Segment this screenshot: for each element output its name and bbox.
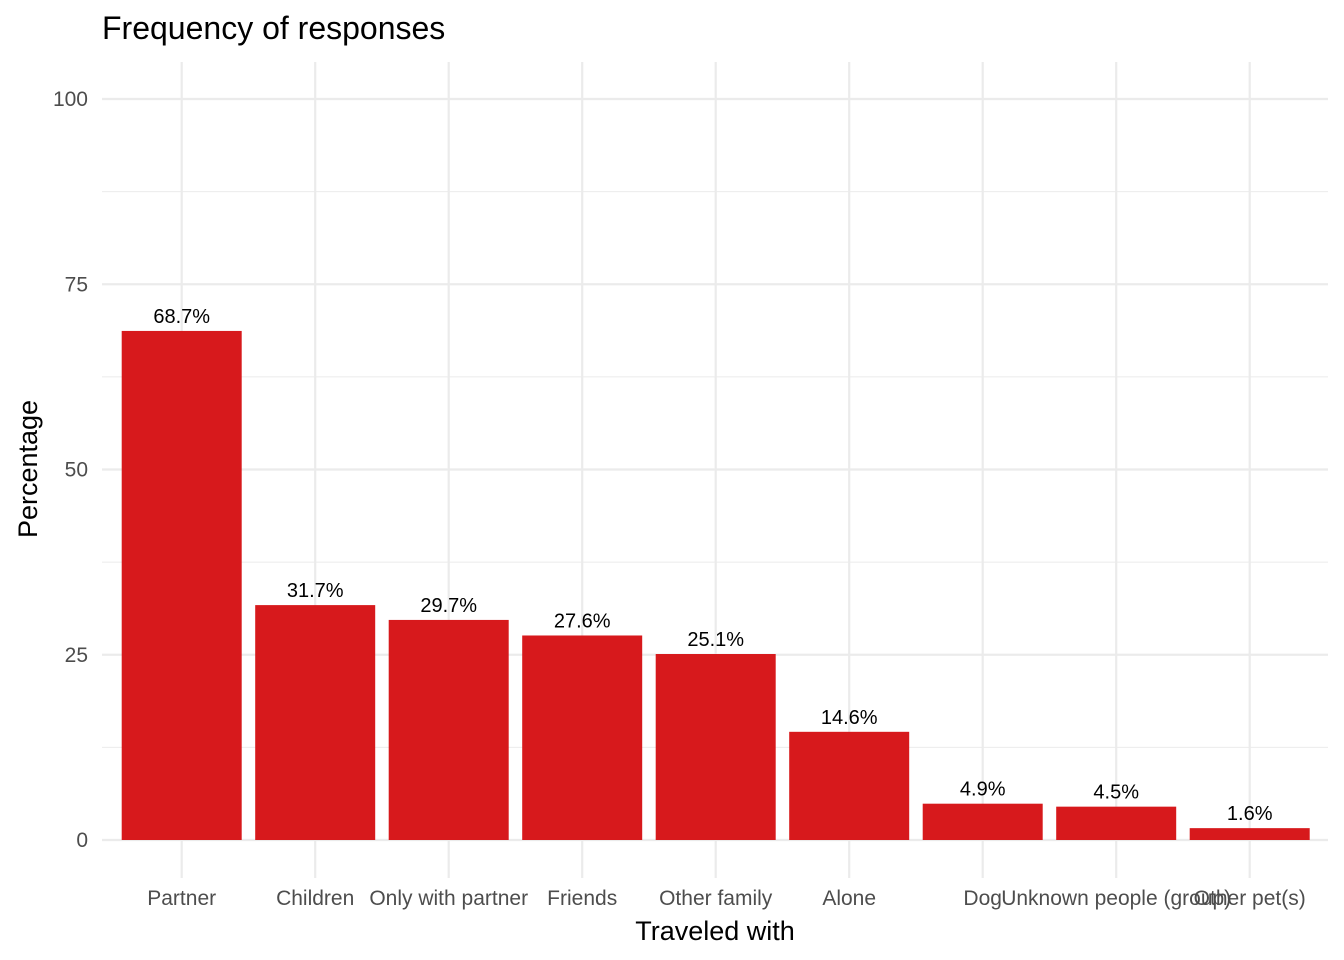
bar-value-label: 27.6% [554, 610, 611, 632]
y-tick-label: 75 [65, 273, 88, 296]
bar-value-label: 29.7% [420, 595, 477, 617]
y-tick-label: 25 [65, 644, 88, 667]
bar [121, 330, 242, 840]
y-axis-title: Percentage [13, 400, 43, 538]
y-tick-label: 100 [53, 88, 88, 111]
x-tick-label: Alone [822, 887, 876, 910]
y-axis-ticks: 0 25 50 75 100 [53, 88, 88, 852]
bar-value-label: 14.6% [821, 707, 878, 729]
bar-value-label: 4.5% [1093, 782, 1139, 804]
bar [522, 635, 643, 840]
x-tick-label: Children [276, 887, 354, 910]
bar [255, 605, 376, 840]
bar-value-label: 4.9% [960, 779, 1006, 801]
bars [121, 330, 1310, 840]
bar [789, 731, 910, 840]
bar-value-label: 1.6% [1227, 803, 1273, 825]
bar-value-label: 68.7% [153, 306, 210, 328]
bar-value-label: 25.1% [687, 629, 744, 651]
x-tick-label: Partner [147, 887, 216, 910]
x-tick-label: Only with partner [369, 887, 528, 910]
bar [1189, 828, 1310, 840]
chart-title: Frequency of responses [102, 10, 445, 46]
y-tick-label: 0 [76, 829, 88, 852]
x-axis-title: Traveled with [635, 916, 795, 946]
x-axis-ticks: Partner Children Only with partner Friends O… [147, 887, 1305, 910]
bar [1056, 806, 1177, 840]
bar [388, 619, 509, 840]
bar-labels: 68.7% 31.7% 29.7% 27.6% 25.1% 14.6% 4.9% 4.5% 1.… [153, 306, 1272, 825]
x-tick-label: Unknown people (group) [1001, 887, 1231, 910]
y-tick-label: 50 [65, 459, 88, 482]
bar [655, 654, 776, 840]
x-tick-label: Other family [659, 887, 773, 910]
x-tick-label: Dog [963, 887, 1002, 910]
x-tick-label: Other pet(s) [1194, 887, 1306, 910]
bar-value-label: 31.7% [287, 580, 344, 602]
bar [922, 803, 1043, 840]
x-tick-label: Friends [547, 887, 617, 910]
